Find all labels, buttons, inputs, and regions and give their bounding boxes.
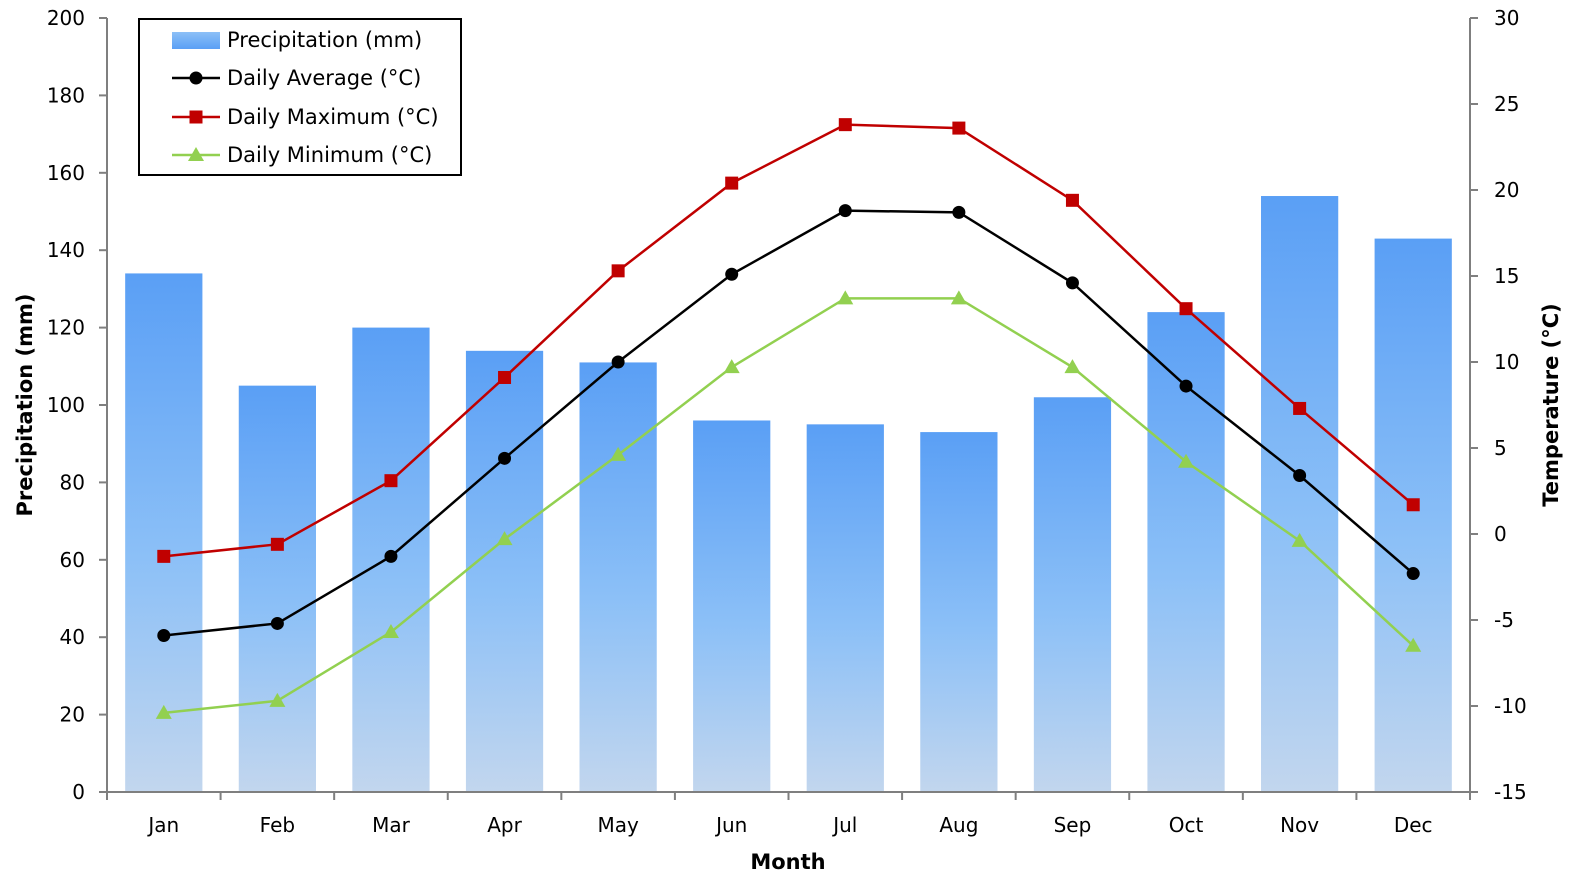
point-minimum-may [610, 446, 627, 461]
point-average-feb [270, 616, 284, 630]
y-right-tick-label: 0 [1494, 522, 1507, 546]
point-maximum-feb [270, 537, 284, 551]
y-right-tick-label: -5 [1494, 608, 1514, 632]
precipitation-bar-aug [920, 432, 998, 792]
legend-entry-2-label: Daily Maximum (°C) [227, 105, 439, 129]
y-left-tick-label: 180 [47, 83, 85, 107]
x-tick-label-mar: Mar [372, 813, 411, 837]
line-average [163, 209, 1415, 637]
x-tick-label-feb: Feb [260, 813, 295, 837]
point-maximum-jul [838, 118, 852, 132]
point-minimum-apr [496, 531, 513, 546]
y-left-tick-label: 60 [60, 548, 85, 572]
y-left-tick-label: 40 [60, 625, 85, 649]
point-average-oct [1179, 379, 1193, 393]
point-average-mar [384, 549, 398, 563]
legend: Precipitation (mm) Daily Average (°C) Dail… [138, 18, 462, 176]
point-maximum-dec [1406, 498, 1420, 512]
x-tick-label-aug: Aug [939, 813, 978, 837]
point-minimum-jan [155, 704, 172, 719]
line-maximum [163, 123, 1415, 558]
y-right-tick-label: -10 [1494, 694, 1527, 718]
point-average-aug [952, 205, 966, 219]
legend-entry-1-label: Daily Average (°C) [227, 66, 421, 90]
y-right-tick-label: 10 [1494, 350, 1519, 374]
precipitation-bar-jul [806, 424, 884, 792]
point-average-may [611, 355, 625, 369]
point-minimum-aug [950, 290, 967, 305]
x-tick-label-nov: Nov [1280, 813, 1319, 837]
x-tick-label-dec: Dec [1394, 813, 1433, 837]
y-right-tick-label: 15 [1494, 264, 1519, 288]
x-tick-label-apr: Apr [487, 813, 522, 837]
x-axis-title: Month [750, 850, 825, 874]
lines-layer [155, 118, 1422, 719]
x-tick-label-jan: Jan [146, 813, 179, 837]
point-maximum-may [611, 264, 625, 278]
x-tick-label-may: May [597, 813, 639, 837]
precipitation-bar-nov [1261, 196, 1339, 792]
precipitation-bar-apr [465, 350, 544, 792]
x-tick-label-sep: Sep [1054, 813, 1092, 837]
precipitation-bar-feb [238, 385, 316, 792]
point-minimum-sep [1064, 359, 1081, 374]
precipitation-bar-may [579, 362, 657, 792]
point-average-dec [1406, 567, 1420, 581]
y-left-tick-label: 100 [47, 393, 85, 417]
y-right-tick-label: 30 [1494, 6, 1519, 30]
point-maximum-jan [157, 549, 171, 563]
line-minimum [163, 297, 1415, 715]
y-right-tick-label: 25 [1494, 92, 1519, 116]
point-average-jan [157, 628, 171, 642]
point-minimum-mar [382, 624, 399, 639]
x-tick-label-jun: Jun [714, 813, 747, 837]
y-left-tick-label: 200 [47, 6, 85, 30]
point-maximum-apr [498, 370, 512, 384]
y-left-tick-label: 0 [72, 780, 85, 804]
legend-entry-2-marker [189, 110, 203, 124]
y-right-tick-label: -15 [1494, 780, 1527, 804]
point-minimum-jul [837, 290, 854, 305]
y-right-tick-label: 20 [1494, 178, 1519, 202]
point-average-jul [838, 204, 852, 218]
precipitation-bar-sep [1033, 397, 1112, 792]
point-average-nov [1293, 469, 1307, 483]
y-left-tick-label: 20 [60, 703, 85, 727]
y-axis-right-title: Temperature (°C) [1539, 303, 1563, 506]
legend-entry-3-label: Daily Minimum (°C) [227, 143, 432, 167]
bars-layer [125, 196, 1452, 793]
point-average-apr [498, 451, 512, 465]
point-minimum-oct [1178, 453, 1195, 468]
point-maximum-jun [725, 176, 739, 190]
point-minimum-nov [1291, 532, 1308, 547]
legend-entry-0-label: Precipitation (mm) [227, 28, 422, 52]
point-average-jun [725, 267, 739, 281]
legend-entry-0-swatch [172, 32, 220, 49]
precipitation-bar-jun [693, 420, 771, 792]
y-right-tick-label: 5 [1494, 436, 1507, 460]
point-maximum-sep [1065, 193, 1079, 207]
y-left-tick-label: 140 [47, 238, 85, 262]
axes-layer: 0 20 40 60 80 100 120 140 160 180 200 -15 -10 -5 0 5 10 1… [47, 6, 1527, 837]
point-maximum-aug [952, 121, 966, 135]
point-average-sep [1065, 276, 1079, 290]
point-minimum-jun [723, 359, 740, 374]
x-tick-label-oct: Oct [1169, 813, 1204, 837]
y-left-tick-label: 120 [47, 316, 85, 340]
point-minimum-feb [269, 692, 286, 707]
point-minimum-dec [1405, 637, 1422, 652]
legend-entry-3-marker [188, 147, 204, 161]
point-maximum-mar [384, 474, 398, 488]
y-axis-left-title: Precipitation (mm) [13, 294, 37, 517]
point-maximum-nov [1293, 401, 1307, 415]
y-left-tick-label: 160 [47, 161, 85, 185]
y-left-tick-label: 80 [60, 470, 85, 494]
x-tick-label-jul: Jul [831, 813, 857, 837]
precipitation-bar-dec [1374, 238, 1452, 793]
legend-entry-1-marker [189, 71, 203, 85]
point-maximum-oct [1179, 302, 1193, 316]
